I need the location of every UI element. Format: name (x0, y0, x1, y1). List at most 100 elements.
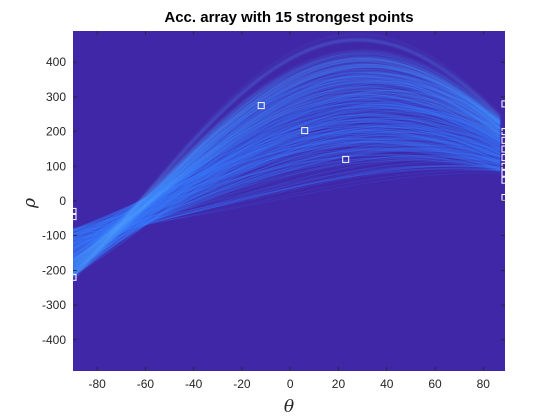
hough-curve (73, 115, 501, 252)
hough-curve (73, 134, 501, 244)
hough-curve (73, 117, 501, 251)
hough-curve (73, 136, 501, 251)
hough-curve (73, 156, 501, 240)
peak-marker (73, 213, 77, 221)
hough-curve (73, 149, 501, 240)
hough-curve (73, 129, 501, 247)
hough-curve (73, 143, 501, 245)
hough-curve (73, 141, 501, 244)
hough-curve (73, 131, 501, 245)
hough-curve (73, 140, 501, 239)
hough-curve (73, 131, 501, 253)
hough-curve (73, 137, 501, 251)
hough-curve (73, 107, 501, 262)
hough-curve (73, 157, 501, 241)
x-tick-label: -80 (88, 377, 106, 391)
hough-curve (73, 125, 501, 248)
hough-curve (73, 150, 501, 241)
hough-curve (73, 140, 501, 242)
x-tick-label: 40 (380, 377, 394, 391)
peak-marker (501, 100, 505, 108)
hough-curve (73, 137, 501, 245)
x-tick-label: 0 (287, 377, 294, 391)
hough-curve (73, 90, 501, 274)
hough-curve (73, 110, 501, 266)
hough-curve (73, 142, 501, 247)
y-tick-label: 100 (46, 159, 66, 173)
hough-curve (73, 80, 501, 269)
hough-curve (73, 170, 501, 232)
hough-curve (73, 130, 501, 253)
y-axis-ticks: -400 -300 -200 -100 0 100 200 300 400 (42, 55, 505, 347)
hough-curve (73, 154, 501, 240)
x-tick-label: 80 (477, 377, 491, 391)
hough-curve (73, 117, 501, 254)
hough-curve (73, 143, 501, 237)
hough-curve (73, 138, 501, 248)
hough-curve (73, 147, 501, 239)
hough-curve (73, 160, 501, 238)
hough-curve (73, 168, 501, 231)
hough-curve (73, 138, 501, 248)
hough-curve (73, 153, 501, 240)
hough-curve (73, 130, 501, 249)
y-tick-label: -300 (42, 298, 66, 312)
hough-curve (73, 129, 501, 249)
x-axis-label: θ (284, 397, 294, 417)
hough-curve (73, 110, 501, 254)
hough-curve (73, 124, 501, 254)
hough-curve (73, 105, 501, 260)
hough-curve (73, 131, 501, 250)
peak-marker (342, 155, 350, 163)
y-tick-label: -400 (42, 333, 66, 347)
hough-curve (73, 135, 501, 245)
hough-curve (73, 144, 501, 245)
hough-curve (73, 158, 501, 240)
hough-curve (73, 135, 501, 246)
plot-area (73, 31, 505, 371)
hough-curve (73, 165, 501, 233)
peak-marker (257, 102, 265, 110)
hough-curve (73, 126, 501, 250)
hough-curve (73, 131, 501, 252)
hough-curve (73, 108, 501, 266)
hough-curve (73, 104, 501, 259)
hough-curve (73, 90, 501, 271)
hough-ridge (73, 90, 501, 262)
hough-curve (73, 149, 501, 236)
hough-curve (73, 168, 501, 232)
peak-marker (73, 207, 77, 215)
hough-curve (73, 172, 501, 230)
hough-curve (73, 148, 501, 245)
hough-curve (73, 127, 501, 256)
hough-curve (73, 138, 501, 243)
hough-curve (73, 118, 501, 260)
x-tick-label: 60 (428, 377, 442, 391)
hough-ridge (73, 54, 501, 272)
hough-curve (73, 157, 501, 232)
peak-marker (73, 273, 77, 281)
hough-curve (73, 139, 501, 249)
hough-curve (73, 158, 501, 231)
hough-curve (73, 159, 501, 231)
hough-curve (73, 120, 501, 249)
hough-curve (73, 137, 501, 243)
y-axis-label: ρ (20, 198, 40, 209)
hough-curve (73, 108, 501, 261)
hough-curve (73, 129, 501, 244)
x-tick-label: -60 (137, 377, 155, 391)
hough-curve (73, 148, 501, 242)
y-tick-label: 400 (46, 55, 66, 69)
peak-marker (501, 194, 505, 201)
hough-curve (73, 150, 501, 241)
hough-curve (73, 164, 501, 236)
hough-curve (73, 106, 501, 256)
hough-curve (73, 156, 501, 241)
hough-curve (73, 156, 501, 234)
hough-curve (73, 103, 501, 263)
hough-curve (73, 168, 501, 231)
hough-curve (73, 105, 501, 265)
hough-curve (73, 120, 501, 251)
hough-curve (73, 159, 501, 234)
hough-curve (73, 126, 501, 248)
